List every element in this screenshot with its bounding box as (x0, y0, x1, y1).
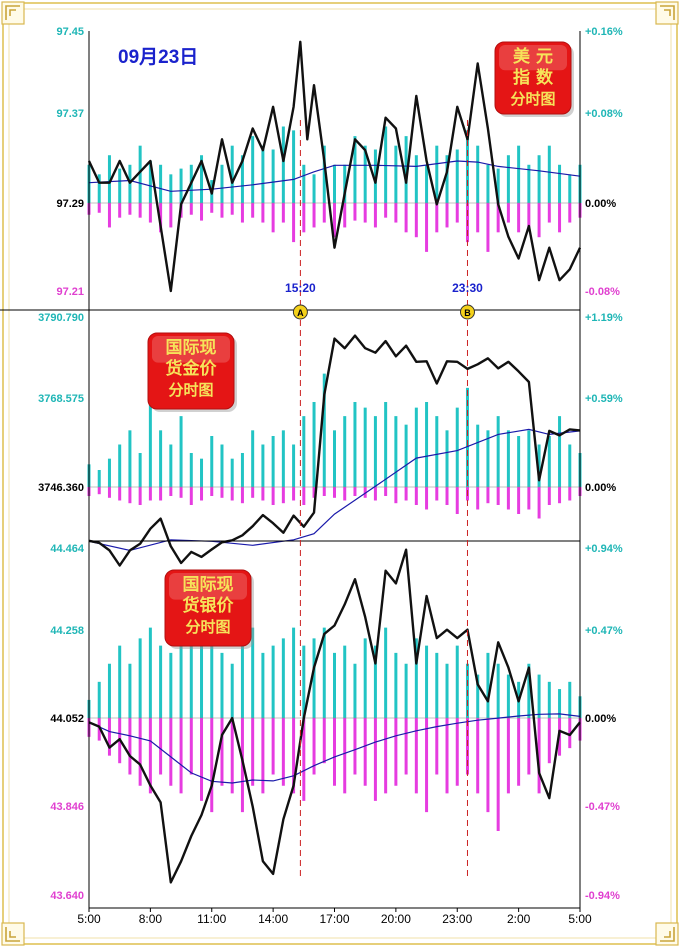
marker-circle (292, 304, 308, 320)
badge-text-line: 指 数 (513, 67, 554, 88)
badge-box (494, 41, 572, 115)
y-tick-label-left: 44.258 (50, 625, 84, 637)
badge-box (147, 332, 235, 410)
x-tick-label: 11:00 (197, 912, 226, 926)
y-tick-label-left: 3790.790 (38, 312, 84, 324)
y-tick-label-right: -0.08% (585, 286, 620, 298)
x-tick-label: 2:00 (507, 912, 531, 926)
x-tick-label: 17:00 (319, 912, 349, 926)
marker-circle (459, 304, 475, 320)
chart-panel-2: 3790.790 3768.575 3746.360 +1.19% +0.59% 0.00… (38, 312, 623, 567)
y-tick-label-left: 44.464 (50, 543, 85, 555)
time-marker-a: 15:20 A (285, 120, 316, 880)
y-tick-label-right: +1.19% (585, 312, 623, 324)
corner-ornament-top-left (1, 1, 25, 25)
chart-panel-3: 44.464 44.258 44.052 43.846 43.640 +0.94% +0.4… (50, 543, 622, 902)
y-tick-label-right: +0.59% (585, 393, 623, 405)
x-tick-label: 20:00 (381, 912, 411, 926)
badge-text-line: 美 元 (513, 46, 553, 67)
price-line (88, 334, 581, 567)
price-line (87, 40, 582, 293)
y-tick-label-right: 0.00% (585, 713, 616, 725)
badge-text-line: 分时图 (168, 381, 213, 399)
badge-gloss (152, 336, 230, 363)
badge-box (164, 569, 252, 647)
badge-text-line: 分时图 (510, 90, 555, 108)
date-label: 09月23日 (118, 47, 198, 68)
frame-inner-border (8, 8, 672, 939)
corner-ornament-bottom-left (1, 922, 25, 946)
x-tick-label: 23:00 (442, 912, 472, 926)
marker-letter: B (464, 308, 471, 318)
price-line (88, 548, 581, 884)
badge-text-line: 货金价 (166, 358, 218, 379)
y-tick-label-left: 97.21 (56, 286, 84, 298)
time-axis: 5:00 8:00 11:00 14:00 17:00 20:00 23:00 2:00 5:0… (77, 908, 592, 926)
markers-layer: 15:20 A 23:30 B (285, 120, 483, 880)
y-tick-label-left: 97.37 (56, 108, 84, 120)
y-tick-label-right: -0.94% (585, 890, 620, 902)
y-tick-label-left: 3746.360 (38, 482, 84, 494)
x-tick-label: 5:00 (568, 912, 592, 926)
badge-gloss (169, 573, 247, 600)
marker-letter: A (297, 308, 304, 318)
time-marker-b: 23:30 B (452, 120, 483, 880)
x-tick-label: 14:00 (258, 912, 288, 926)
marker-time-label: 15:20 (285, 281, 316, 295)
x-tick-label: 8:00 (139, 912, 163, 926)
corner-ornament-top-right (655, 1, 679, 25)
y-tick-label-right: +0.08% (585, 108, 623, 120)
marker-time-label: 23:30 (452, 281, 483, 295)
y-tick-label-left: 97.29 (56, 198, 84, 210)
average-price-line (88, 428, 581, 552)
badge-text-line: 货银价 (183, 595, 235, 616)
average-price-line (88, 713, 581, 784)
y-tick-label-right: +0.16% (585, 26, 623, 38)
y-tick-label-left: 97.45 (56, 26, 84, 38)
y-tick-label-left: 3768.575 (38, 393, 84, 405)
badge-gloss (499, 45, 567, 71)
corner-ornament-bottom-right (655, 922, 679, 946)
y-tick-label-right: -0.47% (585, 801, 620, 813)
panels-layer: 97.45 97.37 97.29 97.21 +0.16% +0.08% 0.00% -0.… (0, 26, 623, 909)
volume-bars (87, 627, 582, 831)
y-tick-label-left: 43.846 (50, 801, 84, 813)
y-tick-label-left: 44.052 (50, 713, 84, 725)
average-price-line (88, 160, 581, 192)
x-tick-label: 5:00 (77, 912, 101, 926)
badge-text-line: 国际现 (183, 575, 234, 595)
badge-text-line: 国际现 (166, 338, 217, 358)
y-tick-label-right: 0.00% (585, 198, 616, 210)
chart-panel-1: 97.45 97.37 97.29 97.21 +0.16% +0.08% 0.00% -0.… (56, 26, 622, 298)
y-tick-label-right: 0.00% (585, 482, 616, 494)
y-tick-label-right: +0.47% (585, 625, 623, 637)
y-tick-label-right: +0.94% (585, 543, 623, 555)
y-tick-label-left: 43.640 (50, 890, 84, 902)
badge-text-line: 分时图 (185, 618, 230, 636)
